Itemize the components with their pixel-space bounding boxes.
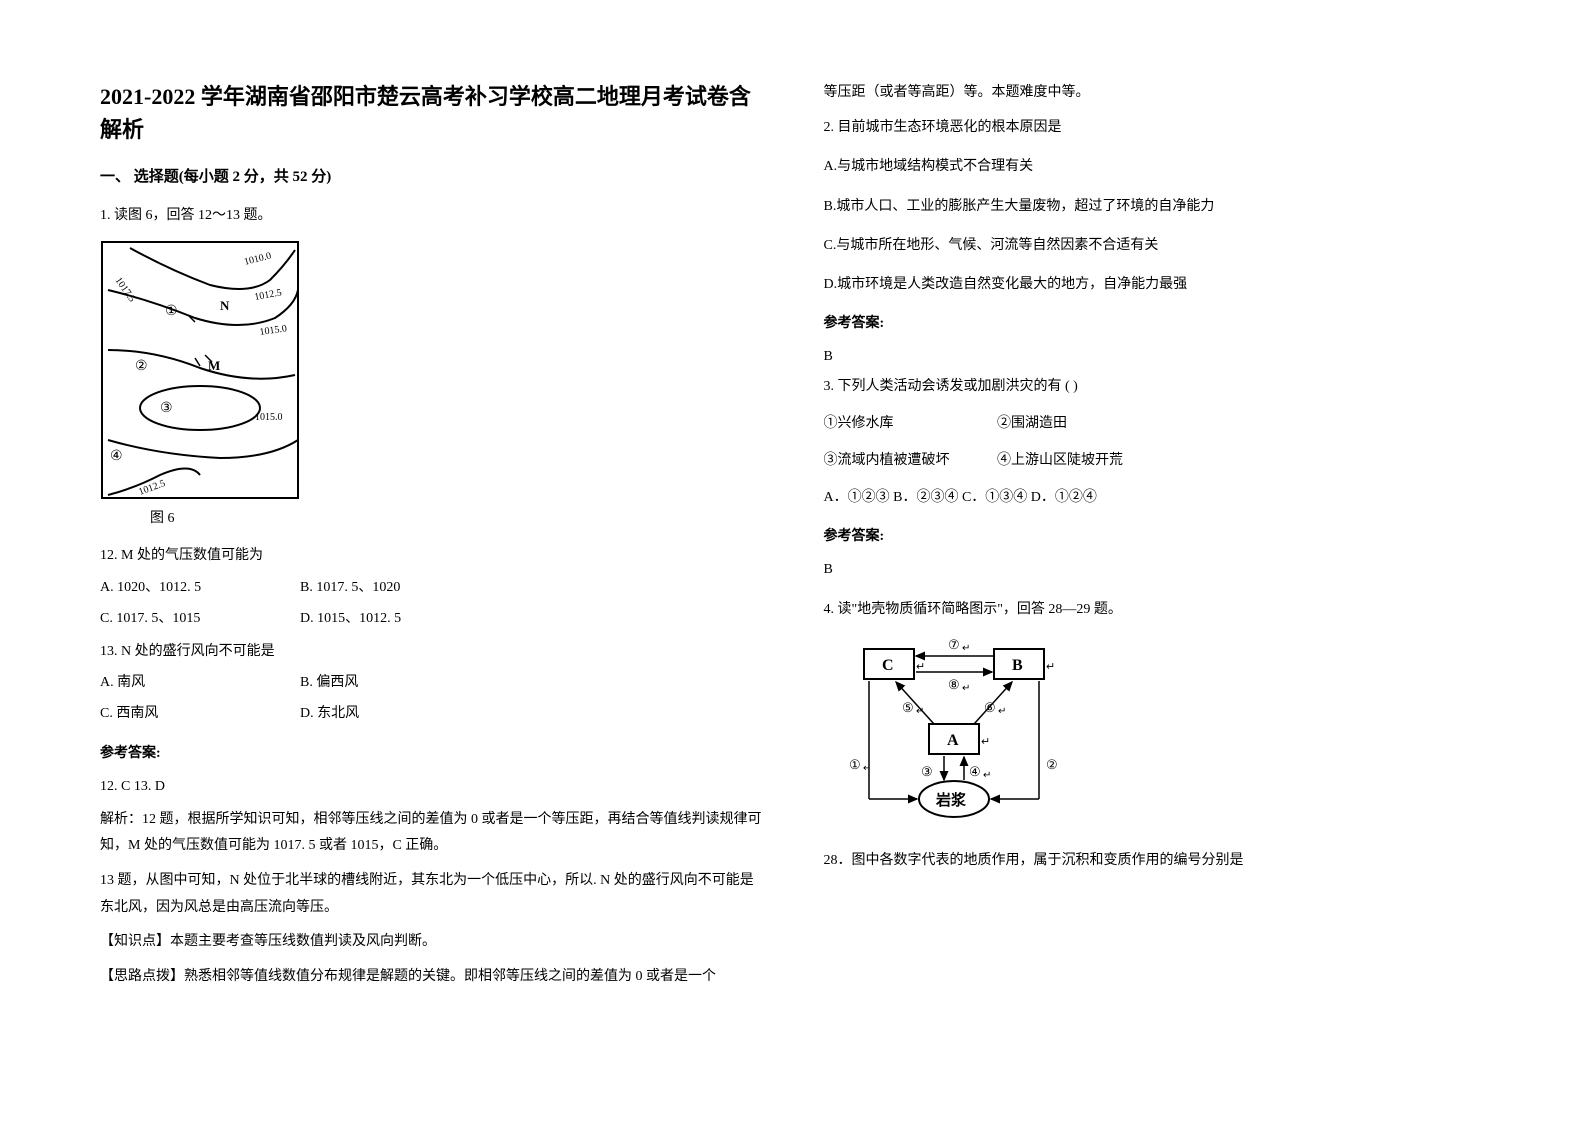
q4-sub28: 28．图中各数字代表的地质作用，属于沉积和变质作用的编号分别是 [824, 848, 1488, 873]
cycle-diagram-svg: C ↵ B ↵ A ↵ 岩浆 ⑦ ↵ ⑧ ↵ [824, 634, 1084, 834]
point-n: N [220, 298, 230, 313]
q3-stem: 3. 下列人类活动会诱发或加剧洪灾的有 ( ) [824, 374, 1488, 399]
node-b: B [1012, 657, 1023, 674]
q1-stem: 1. 读图 6，回答 12～13 题。 [100, 203, 764, 228]
option-c: C. 1017. 5、1015 [100, 606, 300, 631]
arrow-suffix: ↵ [916, 661, 925, 673]
option-b: B. 偏西风 [300, 670, 358, 695]
continuation-text: 等压距（或者等高距）等。本题难度中等。 [824, 80, 1488, 105]
q1-sub13: 13. N 处的盛行风向不可能是 [100, 639, 764, 664]
edge-5: ⑤ [902, 700, 914, 715]
q1-exp1: 解析：12 题，根据所学知识可知，相邻等压线之间的差值为 0 或者是一个等压距，… [100, 807, 764, 860]
exam-title: 2021-2022 学年湖南省邵阳市楚云高考补习学校高二地理月考试卷含解析 [100, 80, 764, 146]
q4-stem: 4. 读"地壳物质循环简略图示"，回答 28—29 题。 [824, 597, 1488, 622]
option-a: A. 南风 [100, 670, 300, 695]
edge-1: ① [849, 757, 861, 772]
left-column: 2021-2022 学年湖南省邵阳市楚云高考补习学校高二地理月考试卷含解析 一、… [100, 80, 764, 990]
q3-item4: ④上游山区陡坡开荒 [997, 453, 1123, 468]
edge-7: ⑦ [948, 637, 960, 652]
isobar-label: 1015.0 [255, 412, 283, 423]
answer-label: 参考答案: [824, 524, 1488, 549]
q1-answer: 12. C 13. D [100, 774, 764, 799]
q1-exp3: 【知识点】本题主要考查等压线数值判读及风向判断。 [100, 929, 764, 956]
option-a: A. 1020、1012. 5 [100, 575, 300, 600]
q1-sub13-row2: C. 西南风 D. 东北风 [100, 701, 764, 726]
figure-caption: 图 6 [150, 506, 764, 531]
edge-4: ④ [969, 764, 981, 779]
q3-item1: ①兴修水库 [824, 411, 994, 436]
q2-option-a: A.与城市地域结构模式不合理有关 [824, 154, 1488, 179]
q3-line2: ③流域内植被遭破坏 ④上游山区陡坡开荒 [824, 448, 1488, 473]
node-c: C [882, 657, 894, 674]
q1-sub12-row1: A. 1020、1012. 5 B. 1017. 5、1020 [100, 575, 764, 600]
arrow-suffix: ↵ [962, 683, 970, 694]
q2-option-b: B.城市人口、工业的膨胀产生大量废物，超过了环境的自净能力 [824, 194, 1488, 219]
q2-answer: B [824, 344, 1488, 369]
node-a: A [947, 732, 959, 749]
edge-2: ② [1046, 757, 1058, 772]
answer-label: 参考答案: [824, 311, 1488, 336]
option-c: C. 西南风 [100, 701, 300, 726]
exam-page: 2021-2022 学年湖南省邵阳市楚云高考补习学校高二地理月考试卷含解析 一、… [0, 0, 1587, 1030]
region-label: ③ [160, 401, 173, 416]
region-label: ④ [110, 449, 123, 464]
q2-option-c: C.与城市所在地形、气候、河流等自然因素不合适有关 [824, 233, 1488, 258]
q1-sub12-row2: C. 1017. 5、1015 D. 1015、1012. 5 [100, 606, 764, 631]
option-d: D. 东北风 [300, 701, 359, 726]
q1-sub13-row1: A. 南风 B. 偏西风 [100, 670, 764, 695]
q3-line1: ①兴修水库 ②围湖造田 [824, 411, 1488, 436]
arrow-suffix: ↵ [962, 643, 970, 654]
q3-options: A．①②③ B．②③④ C．①③④ D．①②④ [824, 485, 1488, 510]
arrow-suffix: ↵ [983, 770, 991, 781]
edge-6: ⑥ [984, 700, 996, 715]
right-column: 等压距（或者等高距）等。本题难度中等。 2. 目前城市生态环境恶化的根本原因是 … [824, 80, 1488, 990]
arrow-suffix: ↵ [863, 763, 871, 774]
q1-exp4: 【思路点拨】熟悉相邻等值线数值分布规律是解题的关键。即相邻等压线之间的差值为 0… [100, 964, 764, 991]
arrow-suffix: ↵ [981, 736, 990, 748]
edge-8: ⑧ [948, 677, 960, 692]
isobar-map-svg: 1010.0 1012.5 1015.0 1015.0 1017.5 1012.… [100, 240, 300, 500]
arrow-suffix: ↵ [916, 706, 924, 717]
q3-answer: B [824, 557, 1488, 582]
option-d: D. 1015、1012. 5 [300, 606, 401, 631]
figure-6: 1010.0 1012.5 1015.0 1015.0 1017.5 1012.… [100, 240, 764, 531]
q1-exp2: 13 题，从图中可知，N 处位于北半球的槽线附近，其东北为一个低压中心，所以. … [100, 868, 764, 921]
arrow-suffix: ↵ [998, 706, 1006, 717]
q1-sub12: 12. M 处的气压数值可能为 [100, 543, 764, 568]
region-label: ① [165, 304, 178, 319]
q3-item2: ②围湖造田 [997, 416, 1067, 431]
answer-label: 参考答案: [100, 741, 764, 766]
option-b: B. 1017. 5、1020 [300, 575, 400, 600]
q2-option-d: D.城市环境是人类改造自然变化最大的地方，自净能力最强 [824, 272, 1488, 297]
q2-stem: 2. 目前城市生态环境恶化的根本原因是 [824, 115, 1488, 140]
cycle-diagram: C ↵ B ↵ A ↵ 岩浆 ⑦ ↵ ⑧ ↵ [824, 634, 1488, 834]
edge-3: ③ [921, 764, 933, 779]
region-label: ② [135, 359, 148, 374]
section-header: 一、 选择题(每小题 2 分，共 52 分) [100, 164, 764, 191]
arrow-suffix: ↵ [1046, 661, 1055, 673]
q3-item3: ③流域内植被遭破坏 [824, 448, 994, 473]
node-magma: 岩浆 [935, 791, 967, 809]
